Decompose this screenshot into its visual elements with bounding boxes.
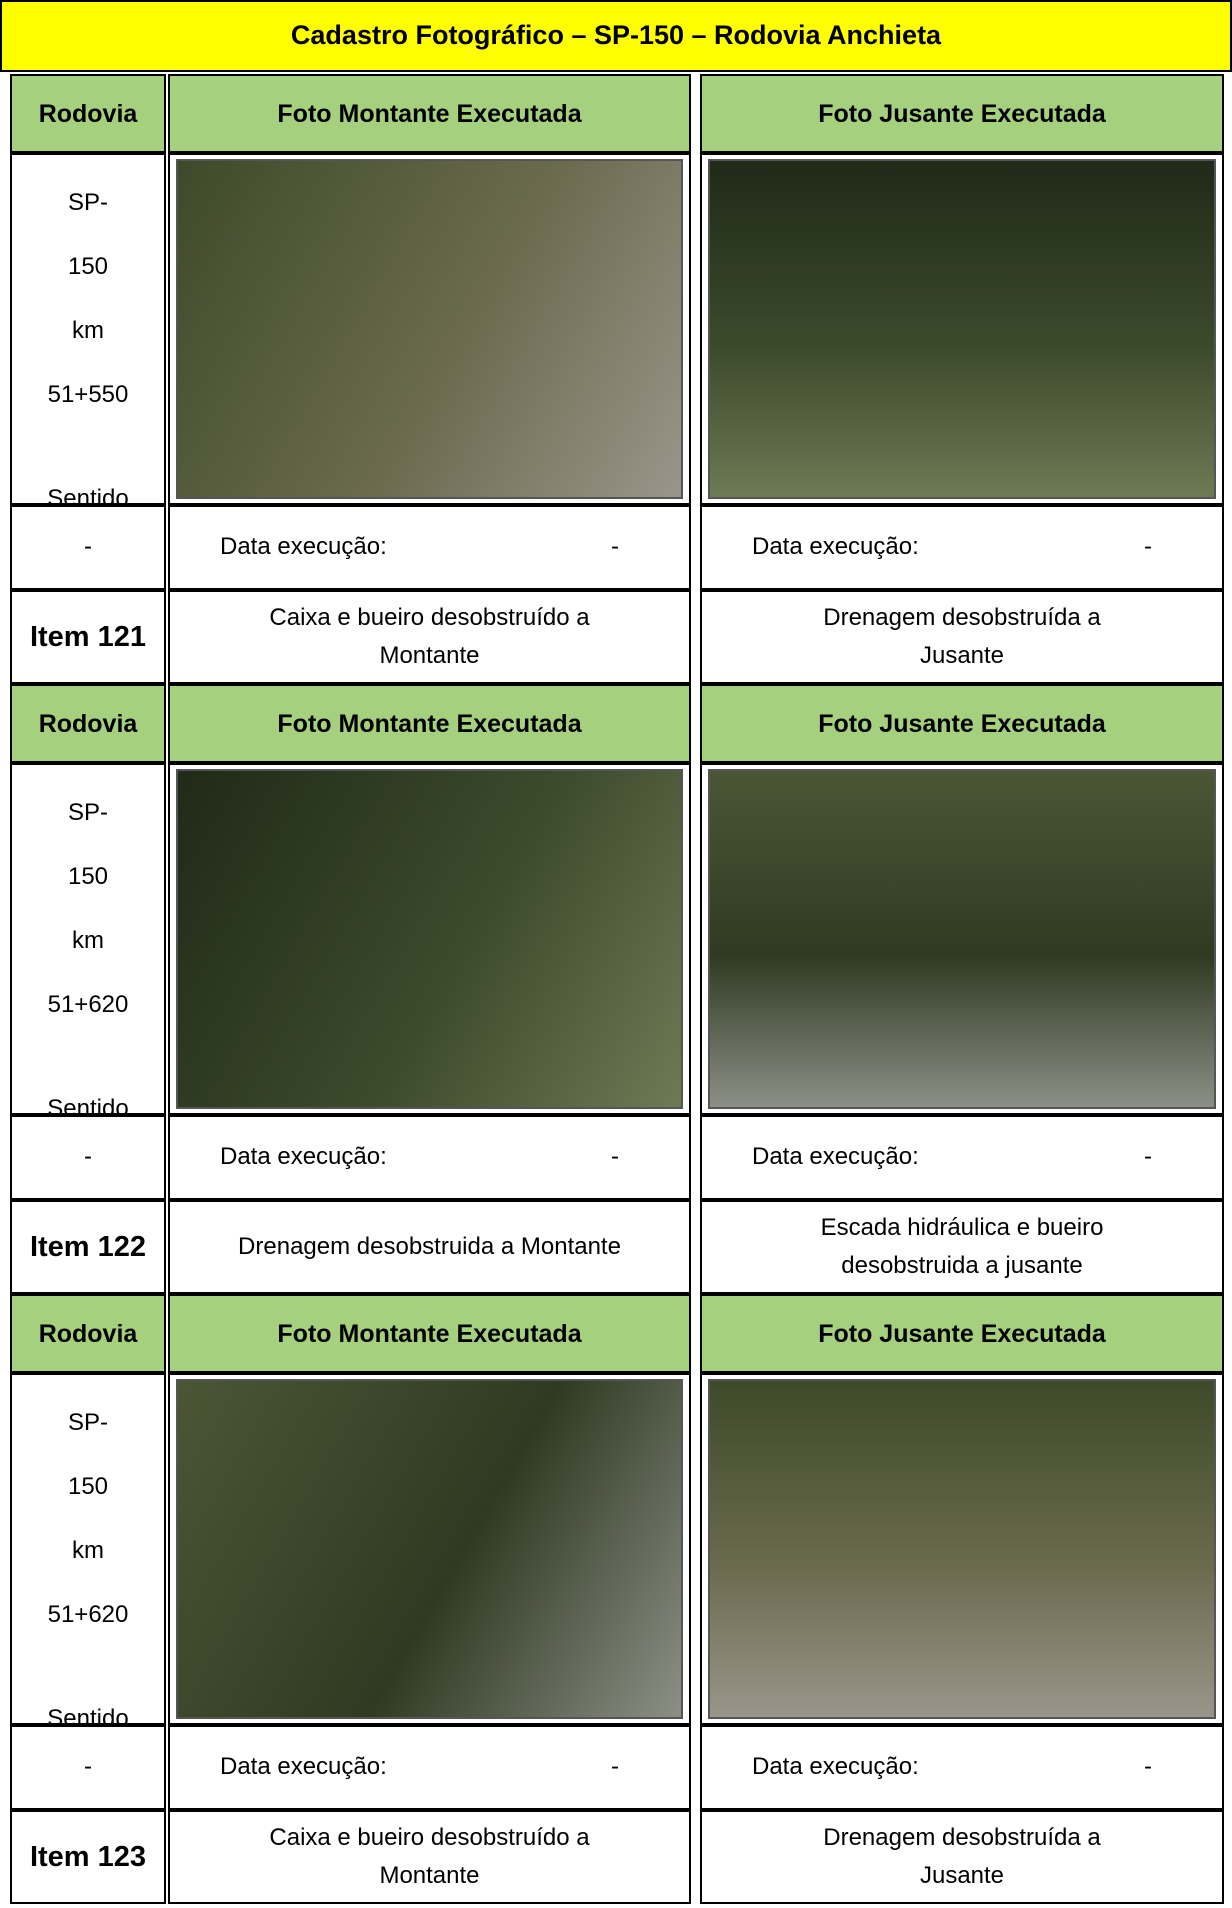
caption: Drenagem desobstruida a Montante <box>168 1200 691 1294</box>
title-bar: Cadastro Fotográfico – SP-150 – Rodovia … <box>0 0 1232 72</box>
date-cell: Data execução: - <box>700 505 1224 590</box>
date-value: - <box>1144 1753 1152 1781</box>
caption: Drenagem desobstruída a Jusante <box>700 590 1224 684</box>
column-header: Foto Jusante Executada <box>700 74 1224 153</box>
column-header: Foto Jusante Executada <box>700 684 1224 763</box>
photo <box>708 769 1216 1109</box>
location-text: km <box>72 1537 104 1564</box>
caption: Drenagem desobstruída a Jusante <box>700 1810 1224 1904</box>
direction: - <box>10 1725 166 1810</box>
photo <box>176 159 683 499</box>
column-header: Foto Montante Executada <box>168 74 691 153</box>
column-header: Foto Jusante Executada <box>700 1294 1224 1373</box>
location-text: 150 <box>67 253 109 280</box>
caption: Caixa e bueiro desobstruído a Montante <box>168 1810 691 1904</box>
date-value: - <box>611 1143 619 1171</box>
column-header: Rodovia <box>10 1294 166 1373</box>
photo <box>176 769 683 1109</box>
item-label: Item 122 <box>10 1200 166 1294</box>
location-text: 150 <box>67 1473 109 1500</box>
column-header: Rodovia <box>10 684 166 763</box>
location-text: SP- <box>67 799 108 826</box>
location-text: 51+620 <box>47 1601 129 1628</box>
column-header: Foto Montante Executada <box>168 1294 691 1373</box>
date-label: Data execução: <box>220 533 387 561</box>
column-header: Rodovia <box>10 74 166 153</box>
location-text: SP- <box>67 1409 108 1436</box>
location-text: km <box>72 927 104 954</box>
location-cell: SP- 150 km 51+620 Sentido <box>10 763 166 1122</box>
caption: Escada hidráulica e bueiro desobstruida … <box>700 1200 1224 1294</box>
caption: Caixa e bueiro desobstruído a Montante <box>168 590 691 684</box>
date-value: - <box>1144 1143 1152 1171</box>
photo <box>176 1379 683 1719</box>
date-cell: Data execução: - <box>168 1725 691 1810</box>
location-text: 150 <box>67 863 109 890</box>
location-text: 51+620 <box>47 991 129 1018</box>
date-value: - <box>1144 533 1152 561</box>
location-text: SP- <box>67 189 108 216</box>
date-cell: Data execução: - <box>168 505 691 590</box>
location-text: km <box>72 317 104 344</box>
photo <box>708 1379 1216 1719</box>
photo <box>708 159 1216 499</box>
column-header: Foto Montante Executada <box>168 684 691 763</box>
direction: - <box>10 1115 166 1200</box>
date-label: Data execução: <box>752 533 919 561</box>
item-label: Item 123 <box>10 1810 166 1904</box>
date-label: Data execução: <box>752 1753 919 1781</box>
location-cell: SP- 150 km 51+550 Sentido <box>10 153 166 512</box>
date-label: Data execução: <box>220 1143 387 1171</box>
item-label: Item 121 <box>10 590 166 684</box>
date-label: Data execução: <box>752 1143 919 1171</box>
date-cell: Data execução: - <box>168 1115 691 1200</box>
direction: - <box>10 505 166 590</box>
date-value: - <box>611 533 619 561</box>
date-label: Data execução: <box>220 1753 387 1781</box>
date-value: - <box>611 1753 619 1781</box>
location-text: 51+550 <box>47 381 129 408</box>
date-cell: Data execução: - <box>700 1725 1224 1810</box>
date-cell: Data execução: - <box>700 1115 1224 1200</box>
location-cell: SP- 150 km 51+620 Sentido <box>10 1373 166 1732</box>
